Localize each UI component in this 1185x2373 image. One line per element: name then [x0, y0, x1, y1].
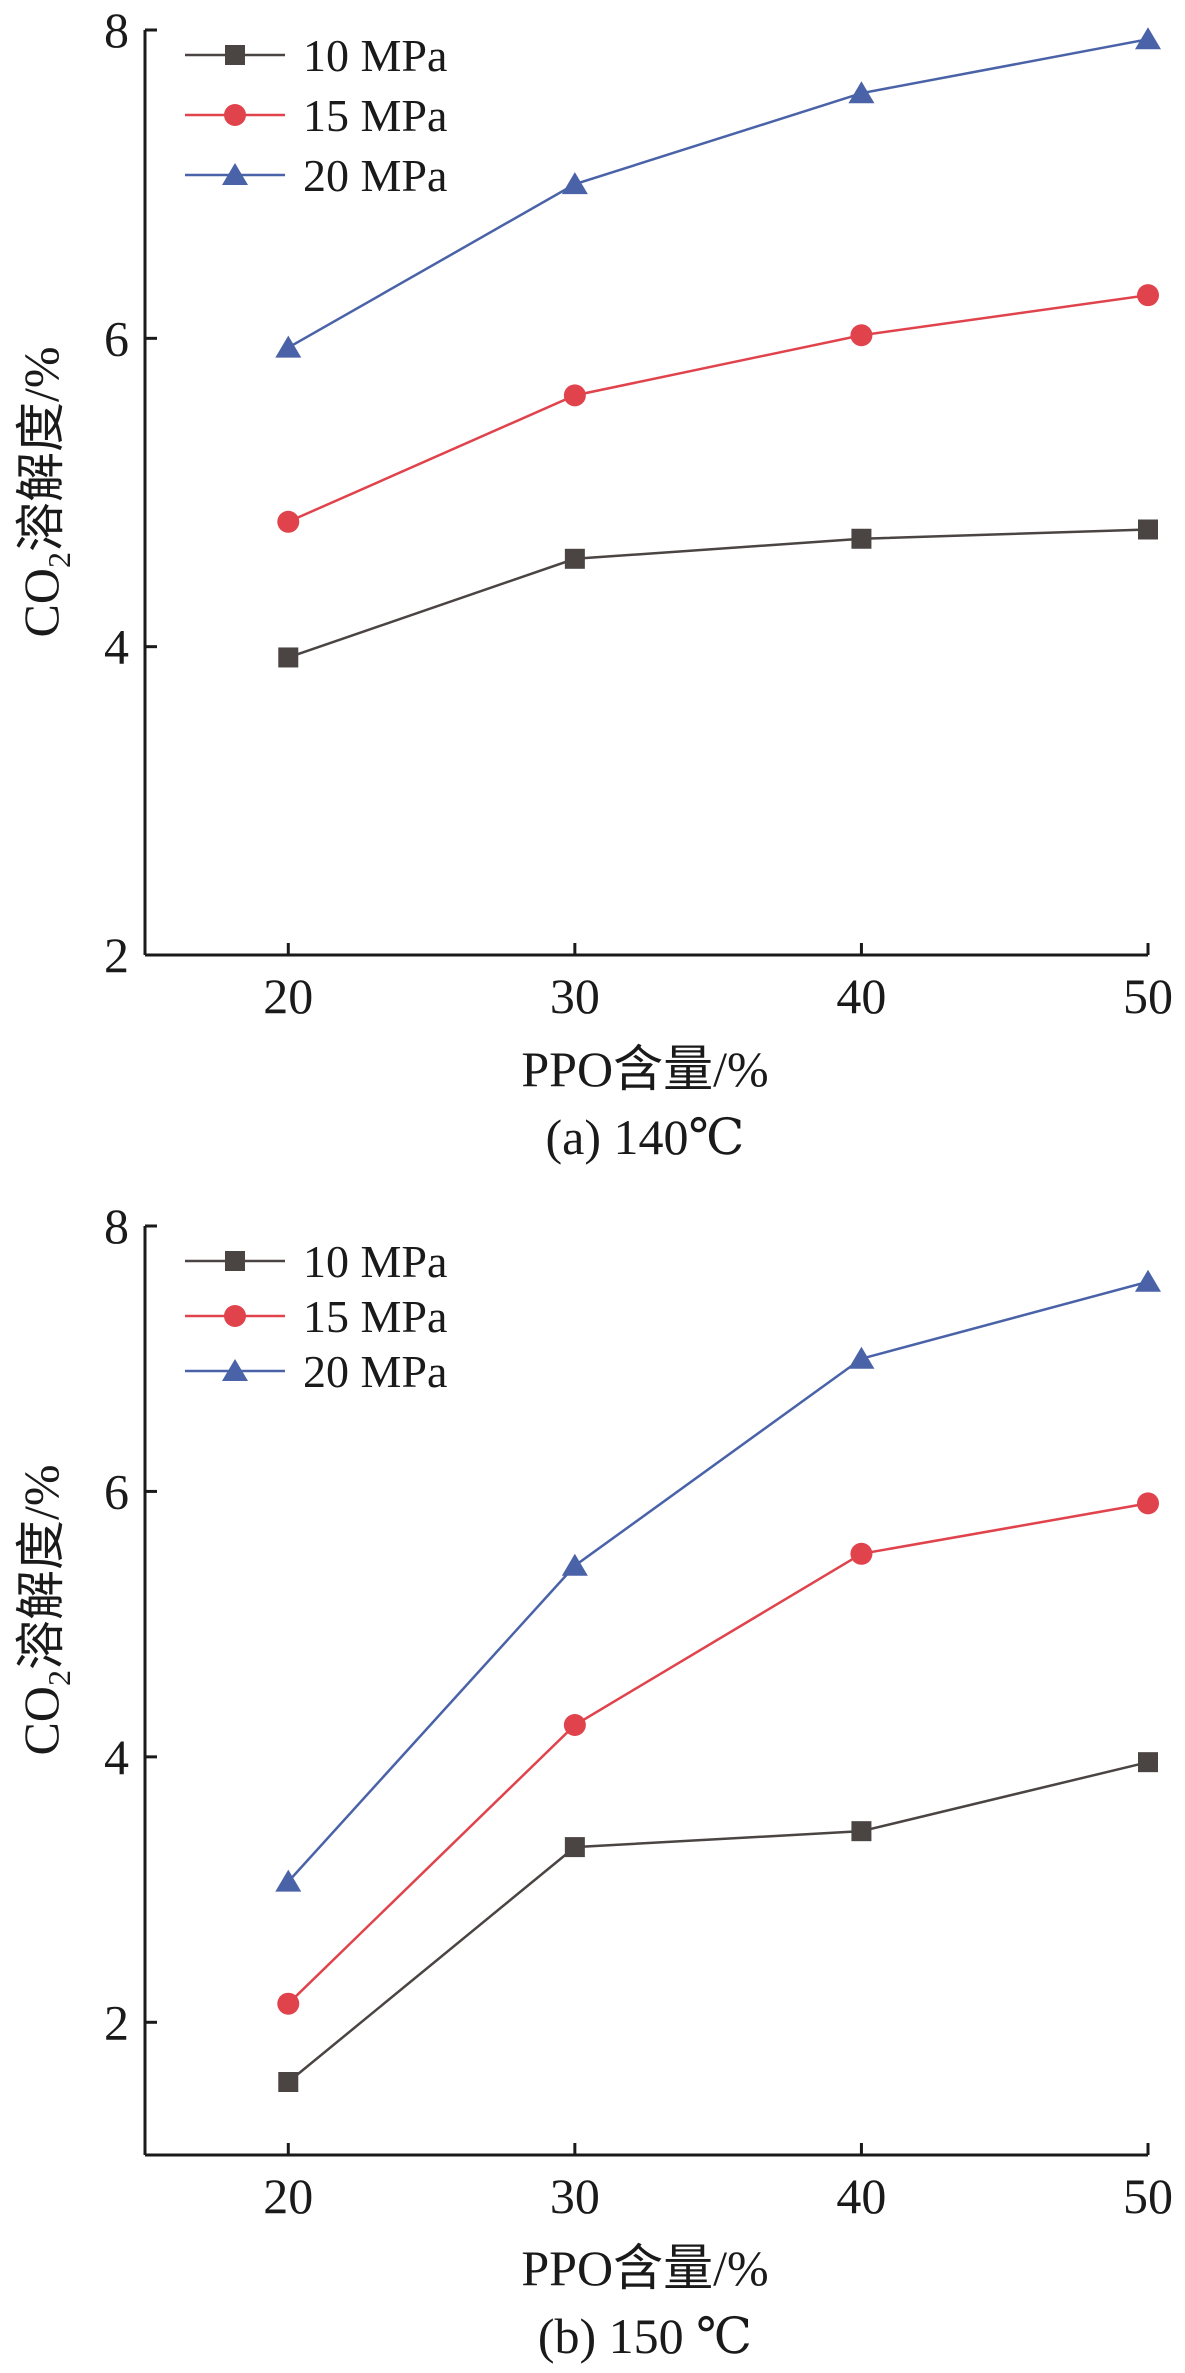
data-point: [848, 1346, 875, 1369]
series-line: [287, 528, 1149, 659]
legend-label: 20 MPa: [303, 150, 447, 201]
chart-a-plot-layer: [275, 27, 1161, 668]
data-point: [1137, 284, 1159, 307]
chart-a-x-axis-label: PPO含量/%: [521, 1041, 768, 1097]
y-tick-label: 4: [104, 619, 129, 675]
data-point: [850, 324, 873, 347]
legend-label: 20 MPa: [303, 1346, 447, 1397]
chart-b-plot-layer: [275, 1269, 1161, 2093]
data-point: [564, 1837, 585, 1858]
x-tick-label: 40: [836, 2168, 886, 2224]
series-line: [287, 1760, 1149, 2083]
chart-b-caption: (b) 150 ℃: [538, 2308, 752, 2364]
chart-a-axes: 2 4 6 8 20 30 40 50: [104, 2, 1173, 1024]
legend-marker: [222, 1359, 248, 1381]
data-point: [275, 335, 302, 358]
x-tick-label: 30: [550, 968, 600, 1024]
data-point: [275, 1869, 302, 1892]
x-tick-label: 30: [550, 2168, 600, 2224]
x-tick-label: 50: [1123, 968, 1173, 1024]
chart-b-y-axis-label: CO2溶解度/%: [13, 1464, 77, 1755]
chart-a-y-axis-label: CO2溶解度/%: [13, 346, 77, 637]
data-point: [277, 510, 300, 533]
series-line: [287, 38, 1149, 349]
chart-b-y-label-rest: 溶解度/%: [13, 1464, 69, 1670]
data-point: [850, 1542, 873, 1565]
x-tick-label: 20: [263, 2168, 313, 2224]
legend-label: 10 MPa: [303, 30, 447, 81]
data-point: [563, 384, 586, 407]
legend-marker: [225, 45, 245, 65]
data-point: [848, 81, 875, 104]
legend-marker: [224, 104, 246, 126]
x-tick-label: 40: [836, 968, 886, 1024]
data-point: [851, 1821, 872, 1842]
series-line: [287, 293, 1149, 523]
chart-a-legend: 10 MPa 15 MPa 20 MPa: [185, 30, 447, 201]
data-point: [564, 548, 585, 569]
chart-b-x-axis-label: PPO含量/%: [521, 2240, 768, 2296]
y-tick-label: 2: [104, 1994, 129, 2050]
chart-b-y-label-subscript: 2: [41, 1670, 77, 1686]
data-point: [561, 172, 588, 195]
y-tick-label: 8: [104, 1198, 129, 1254]
series-line: [287, 1502, 1149, 2005]
data-point: [1138, 1752, 1158, 1773]
legend-marker: [225, 1251, 245, 1271]
data-point: [1135, 1269, 1161, 1292]
chart-a-caption: (a) 140℃: [546, 1109, 745, 1165]
y-tick-label: 8: [104, 2, 129, 58]
chart-a-y-label-subscript: 2: [41, 552, 77, 568]
data-point: [277, 1992, 300, 2015]
y-tick-label: 6: [104, 310, 129, 366]
series-line: [287, 1280, 1149, 1883]
x-tick-label: 20: [263, 968, 313, 1024]
legend-marker: [222, 163, 248, 185]
chart-a-y-label-rest: 溶解度/%: [13, 346, 69, 552]
legend-label: 15 MPa: [303, 90, 447, 141]
data-point: [278, 2072, 299, 2093]
chart-a-y-label-co: CO: [13, 568, 69, 637]
y-tick-label: 2: [104, 927, 129, 983]
x-tick-label: 50: [1123, 2168, 1173, 2224]
data-point: [851, 528, 872, 549]
y-tick-label: 6: [104, 1463, 129, 1519]
data-point: [278, 647, 299, 668]
data-point: [1135, 27, 1161, 50]
legend-marker: [224, 1305, 246, 1327]
data-point: [1137, 1492, 1159, 1515]
data-point: [563, 1714, 586, 1737]
chart-b-y-label-co: CO: [13, 1686, 69, 1755]
data-point: [1138, 519, 1158, 540]
y-tick-label: 4: [104, 1729, 129, 1785]
data-point: [561, 1553, 588, 1576]
chart-b-axes: 2 4 6 8 20 30 40 50: [104, 1198, 1173, 2224]
legend-label: 10 MPa: [303, 1236, 447, 1287]
legend-label: 15 MPa: [303, 1291, 447, 1342]
